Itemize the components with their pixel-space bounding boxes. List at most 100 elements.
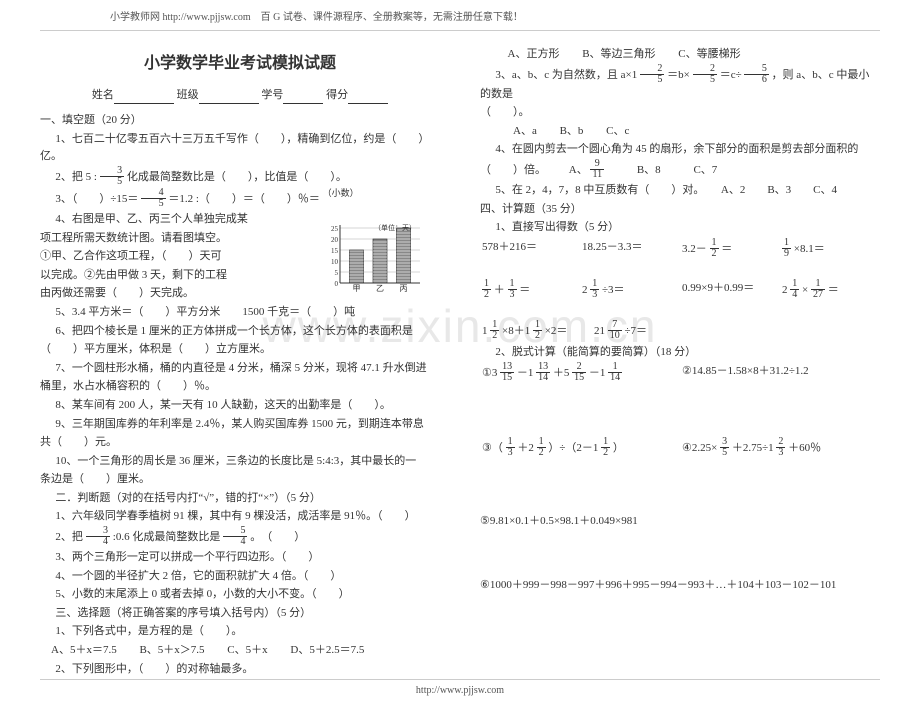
- label-class: 班级: [177, 89, 199, 101]
- e3: ③（ 13 ＋2 12 ）÷（2－1 12 ）: [480, 437, 680, 460]
- svg-text:15: 15: [331, 247, 339, 255]
- q8: 8、某车间有 200 人，某一天有 10 人缺勤，这天的出勤率是（ ）。: [40, 397, 440, 415]
- calc-row-2: 12 ＋ 13 ＝ 2 13 ÷3＝ 0.99×9＋0.99＝ 2 14 × 1…: [480, 279, 880, 302]
- frac-3-5: 35: [100, 166, 124, 187]
- section-2-head: 二．判断题（对的在括号内打“√”，错的打“×”）（5 分）: [40, 490, 440, 508]
- q2b: 化成最简整数比是（ ），比值是（ ）。: [127, 171, 347, 183]
- exam-title: 小学数学毕业考试模拟试题: [40, 51, 440, 77]
- frac-5-6: 56: [744, 64, 768, 85]
- e5: ⑤9.81×0.1＋0.5×98.1＋0.049×981: [480, 513, 880, 531]
- c2-b: B、等边三角形: [582, 46, 655, 64]
- frac-9-11: 911: [590, 159, 604, 180]
- c4a: 4、在圆内剪去一个圆心角为 45 的扇形，余下部分的面积是剪去部分面积的: [480, 141, 880, 159]
- label-score: 得分: [326, 89, 348, 101]
- r2a: 12 ＋ 13 ＝: [480, 279, 580, 302]
- j5: 5、小数的末尾添上 0 或者去掉 0，小数的大小不变。（ ）: [40, 586, 440, 604]
- svg-text:25: 25: [331, 225, 339, 233]
- q9b: 共（ ）元。: [40, 434, 440, 452]
- c4b: （ ）倍。: [480, 164, 546, 176]
- section-1-head: 一、填空题（20 分）: [40, 112, 440, 130]
- q7b: 桶里，水占水桶容积的（ ）％。: [40, 378, 440, 396]
- c2: 2、下列图形中，（ ）的对称轴最多。: [40, 661, 440, 679]
- label-sid: 学号: [261, 89, 283, 101]
- j2: 2、把 34 :0.6 化成最简整数比是 54 。 （ ）: [40, 527, 440, 548]
- frac-2-5: 25: [693, 64, 717, 85]
- c3-opts: A、a B、b C、c: [480, 123, 880, 141]
- section-4-head: 四、计算题（35 分）: [480, 201, 880, 219]
- q6b: （ ）平方厘米，体积是（ ）立方厘米。: [40, 341, 440, 359]
- j1: 1、六年级同学春季植树 91 棵，其中有 9 棵没活，成活率是 91％。（ ）: [40, 508, 440, 526]
- q5: 5、3.4 平方米＝（ ）平方分米 1500 千克＝（ ）吨: [40, 304, 440, 322]
- s4-1: 1、直接写出得数（5 分）: [480, 219, 880, 237]
- svg-text:20: 20: [331, 236, 339, 244]
- left-column: 小学数学毕业考试模拟试题 姓名 班级 学号 得分 一、填空题（20 分） 1、七…: [40, 45, 440, 679]
- frac-1-5a: 25: [640, 64, 664, 85]
- r2c: 2 13 ÷3＝: [580, 279, 680, 302]
- q1: 1、七百二十亿零五百六十三万五千写作（ ），精确到亿位，约是（ ）亿。: [40, 131, 440, 166]
- c1-a: A、5＋x＝7.5: [51, 642, 117, 660]
- r1b: 18.25－3.3＝: [580, 238, 680, 261]
- c4-line: （ ）倍。 A、 911 B、8 C、7: [480, 160, 880, 181]
- frac-3-4: 34: [86, 526, 110, 547]
- c4-oc: C、7: [693, 164, 717, 176]
- page-footer: http://www.pjjsw.com: [40, 679, 880, 699]
- section-3-head: 三、选择题（将正确答案的序号填入括号内）（5 分）: [40, 605, 440, 623]
- q9a: 9、三年期国库券的年利率是 2.4％，某人购买国库券 1500 元，到期连本带息: [40, 416, 440, 434]
- expr-row-2: ③（ 13 ＋2 12 ）÷（2－1 12 ） ④2.25× 35 ＋2.75÷…: [480, 437, 880, 460]
- c3c: ＝c÷: [720, 69, 742, 81]
- s4-2: 2、脱式计算（能简算的要简算）（18 分）: [480, 344, 880, 362]
- c2-opts: A、正方形 B、等边三角形 C、等腰梯形: [480, 46, 880, 64]
- c1-d: D、5＋2.5＝7.5: [290, 642, 364, 660]
- q7a: 7、一个圆柱形水桶，桶的内直径是 4 分米，桶深 5 分米，现将 47.1 升水…: [40, 360, 440, 378]
- r2e: 0.99×9＋0.99＝: [680, 279, 780, 302]
- c1: 1、下列各式中，是方程的是（ ）。: [40, 623, 440, 641]
- c3-oc: C、c: [606, 123, 629, 141]
- q2: 2、把 5 : 35 化成最简整数比是（ ），比值是（ ）。: [40, 167, 440, 188]
- r2f: 2 14 × 127 ＝: [780, 279, 880, 302]
- c3: 3、a、b、c 为自然数，且 a×1 25 ＝b× 25 ＝c÷ 56 ，则 a…: [480, 65, 880, 104]
- r3a: 1 12 ×8＋1 12 ×2＝: [480, 320, 592, 343]
- right-column: A、正方形 B、等边三角形 C、等腰梯形 3、a、b、c 为自然数，且 a×1 …: [480, 45, 880, 679]
- calc-row-3: 1 12 ×8＋1 12 ×2＝ 21 710 ÷7＝: [480, 320, 880, 343]
- j2b: :0.6 化成最简整数比是: [113, 531, 221, 543]
- c3a: 3、a、b、c 为自然数，且 a×1: [495, 69, 637, 81]
- c1-opts: A、5＋x＝7.5 B、5＋x＞7.5 C、5＋x D、5＋2.5＝7.5: [40, 642, 440, 660]
- frac-5-4: 54: [223, 526, 247, 547]
- svg-text:（单位：天）: （单位：天）: [374, 223, 416, 232]
- c1-c: C、5＋x: [227, 642, 267, 660]
- svg-text:10: 10: [331, 258, 339, 266]
- q10a: 10、一个三角形的周长是 36 厘米，三条边的长度比是 5:4:3，其中最长的一: [40, 453, 440, 471]
- svg-text:5: 5: [335, 269, 339, 277]
- j2c: 。 （ ）: [250, 531, 305, 543]
- e6: ⑥1000＋999－998－997＋996＋995－994－993＋…＋104＋…: [480, 577, 880, 595]
- svg-text:0: 0: [335, 280, 339, 288]
- q6a: 6、把四个棱长是 1 厘米的正方体拼成一个长方体，这个长方体的表面积是: [40, 323, 440, 341]
- svg-text:丙: 丙: [400, 284, 408, 293]
- info-line: 姓名 班级 学号 得分: [40, 87, 440, 105]
- e4: ④2.25× 35 ＋2.75÷1 23 ＋60％: [680, 437, 880, 460]
- r1e: 19 ×8.1＝: [780, 238, 880, 261]
- c3-ob: B、b: [560, 123, 584, 141]
- calc-row-1: 578＋216＝ 18.25－3.3＝ 3.2－ 12 ＝ 19 ×8.1＝: [480, 238, 880, 261]
- expr-row-1: ①3 1315 －1 1314 ＋5 215 －1 114 ②14.85－1.5…: [480, 362, 880, 385]
- c3e: （ ）。: [480, 104, 880, 122]
- e2: ②14.85－1.58×8＋31.2÷1.2: [680, 362, 880, 385]
- svg-text:乙: 乙: [376, 284, 384, 293]
- label-name: 姓名: [92, 89, 114, 101]
- bar-chart: 0 5 10 15 20 25 甲 乙 丙 （单位：天）: [320, 213, 430, 293]
- c3b: ＝b×: [667, 69, 690, 81]
- q3b: ＝1.2 :（ ）＝（ ）％＝: [168, 193, 320, 205]
- c2-a: A、正方形: [508, 46, 560, 64]
- q2a: 2、把 5 :: [55, 171, 97, 183]
- page-header: 小学教师网 http://www.pjjsw.com 百 G 试卷、课件源程序、…: [40, 8, 880, 31]
- c4-oa: A、: [569, 164, 588, 176]
- svg-text:甲: 甲: [353, 284, 361, 293]
- c3-oa: A、a: [513, 123, 537, 141]
- c4-ob: B、8: [637, 164, 661, 176]
- q3c: （小数）: [323, 188, 359, 198]
- r3d: 21 710 ÷7＝: [592, 320, 688, 343]
- j4: 4、一个圆的半径扩大 2 倍，它的面积就扩大 4 倍。（ ）: [40, 568, 440, 586]
- frac-4-5: 45: [141, 188, 165, 209]
- r1a: 578＋216＝: [480, 238, 580, 261]
- c5: 5、在 2，4，7，8 中互质数有（ ）对。 A、2 B、3 C、4: [480, 182, 880, 200]
